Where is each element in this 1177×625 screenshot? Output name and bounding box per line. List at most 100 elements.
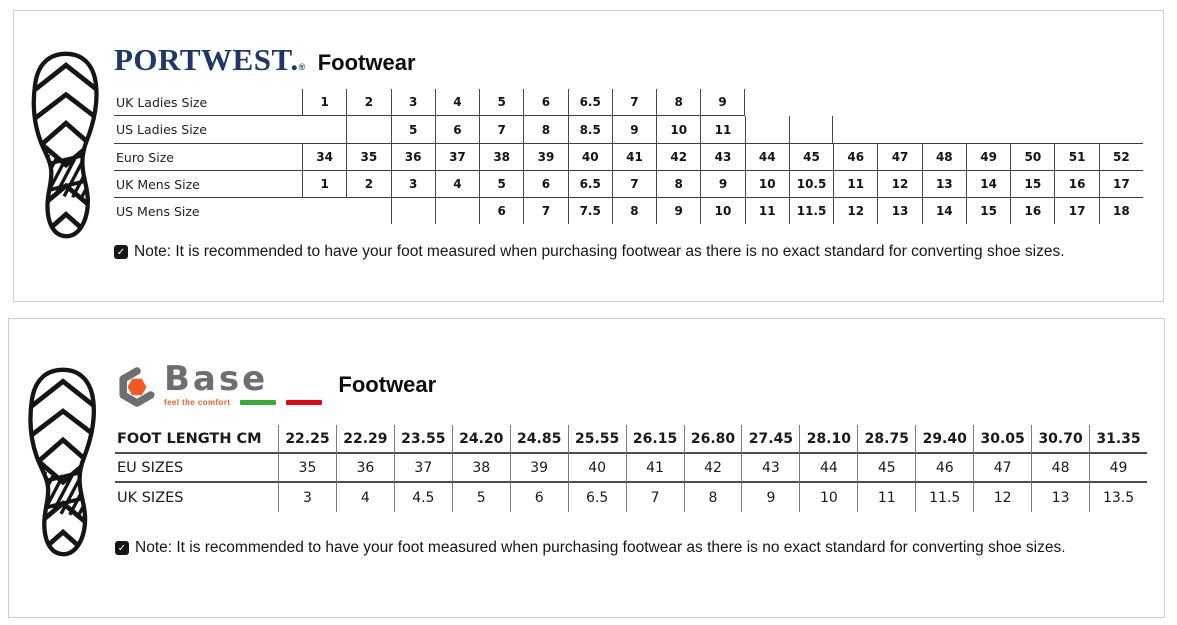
note-text: Note: It is recommended to have your foo… bbox=[135, 539, 1066, 556]
size-cell: 36 bbox=[335, 454, 394, 483]
hex-nut-icon bbox=[119, 367, 155, 407]
size-cell: 17 bbox=[1098, 170, 1143, 197]
boot-print-icon bbox=[24, 366, 102, 558]
size-cell: 23.55 bbox=[393, 425, 452, 454]
size-cell: 36 bbox=[390, 143, 435, 170]
italy-flag-red-bar bbox=[286, 400, 323, 405]
base-header: Base feel the comfort Footwear bbox=[115, 359, 437, 409]
base-wordmark: Base bbox=[164, 359, 269, 400]
size-cell: 51 bbox=[1054, 143, 1099, 170]
size-cell: 34 bbox=[302, 143, 347, 170]
row-label: UK Ladies Size bbox=[114, 89, 302, 116]
size-cell: 45 bbox=[788, 143, 834, 170]
portwest-logo: PORTWEST.® bbox=[114, 44, 306, 75]
size-cell: 7 bbox=[611, 89, 657, 116]
size-cell: 2 bbox=[346, 89, 391, 116]
row-label: FOOT LENGTH CM bbox=[115, 425, 278, 454]
base-product-title: Footwear bbox=[338, 372, 437, 397]
size-cell: 11.5 bbox=[788, 197, 834, 224]
size-cell: 7.5 bbox=[567, 197, 612, 224]
size-cell: 7 bbox=[523, 197, 568, 224]
size-cell: 27.45 bbox=[741, 425, 800, 454]
size-cell: 41 bbox=[611, 143, 657, 170]
size-cell: 5 bbox=[479, 89, 524, 116]
size-cell: 7 bbox=[479, 116, 523, 143]
row-label: EU SIZES bbox=[115, 454, 278, 483]
size-cell: 7 bbox=[625, 483, 684, 512]
size-cell: 12 bbox=[973, 483, 1031, 512]
size-cell: 13 bbox=[877, 197, 922, 224]
size-cell: 5 bbox=[479, 170, 524, 197]
note-text: Note: It is recommended to have your foo… bbox=[134, 243, 1065, 260]
size-cell: 16 bbox=[1010, 197, 1055, 224]
portwest-header: PORTWEST.® Footwear bbox=[114, 44, 416, 75]
size-cell: 35 bbox=[346, 143, 391, 170]
row-label: UK Mens Size bbox=[114, 170, 302, 197]
size-cell: 37 bbox=[393, 454, 452, 483]
size-cell: 4 bbox=[434, 89, 480, 116]
size-cell: 26.15 bbox=[625, 425, 684, 454]
size-cell: 8 bbox=[656, 89, 701, 116]
row-label: UK SIZES bbox=[117, 489, 184, 506]
size-cell: 18 bbox=[1098, 197, 1143, 224]
size-cell: 14 bbox=[921, 197, 966, 224]
size-cell: 9 bbox=[741, 483, 799, 512]
size-cell: 45 bbox=[857, 454, 916, 483]
size-cell: 16 bbox=[1054, 170, 1099, 197]
size-cell: 10 bbox=[799, 483, 857, 512]
row-label: Euro Size bbox=[114, 143, 302, 170]
size-cell: 35 bbox=[278, 454, 336, 483]
size-cell: 6 bbox=[523, 89, 568, 116]
size-cell: 25.55 bbox=[567, 425, 626, 454]
size-cell bbox=[390, 197, 435, 224]
size-cell: 8 bbox=[523, 116, 567, 143]
size-cell: 6.5 bbox=[567, 170, 612, 197]
size-cell: 6 bbox=[509, 483, 568, 512]
row-label: US Mens Size bbox=[114, 197, 302, 224]
size-cell: 7 bbox=[611, 170, 657, 197]
size-cell: 10.5 bbox=[788, 170, 834, 197]
size-cell: 37 bbox=[434, 143, 480, 170]
size-cell: 43 bbox=[741, 454, 800, 483]
portwest-wordmark: PORTWEST. bbox=[114, 42, 299, 77]
base-note: ✓ Note: It is recommended to have your f… bbox=[115, 539, 1066, 557]
size-cell bbox=[302, 116, 346, 143]
size-cell: 38 bbox=[479, 143, 524, 170]
size-cell: 12 bbox=[877, 170, 922, 197]
size-cell: 43 bbox=[700, 143, 745, 170]
size-cell: 9 bbox=[656, 197, 701, 224]
size-cell: 22.29 bbox=[335, 425, 394, 454]
size-cell: 5 bbox=[390, 116, 435, 143]
size-cell: 12 bbox=[833, 197, 878, 224]
size-cell: 11 bbox=[744, 197, 789, 224]
base-size-table: FOOT LENGTH CM 22.25 22.29 23.55 24.20 24.85 2… bbox=[115, 425, 1147, 512]
size-cell: 22.25 bbox=[278, 425, 336, 454]
size-cell: 49 bbox=[1089, 454, 1147, 483]
size-cell: 4.5 bbox=[393, 483, 452, 512]
size-cell: 30.05 bbox=[973, 425, 1032, 454]
size-cell: 9 bbox=[700, 170, 745, 197]
size-cell: 11 bbox=[700, 116, 744, 143]
size-cell: 39 bbox=[509, 454, 568, 483]
size-cell: 41 bbox=[625, 454, 684, 483]
portwest-product-title: Footwear bbox=[317, 50, 416, 75]
size-cell: 30.70 bbox=[1031, 425, 1090, 454]
size-cell: 6.5 bbox=[567, 89, 612, 116]
size-cell: 40 bbox=[567, 143, 612, 170]
size-cell bbox=[302, 197, 347, 224]
size-cell: 13 bbox=[1031, 483, 1089, 512]
size-cell: 46 bbox=[915, 454, 974, 483]
size-cell bbox=[744, 116, 789, 143]
size-cell: 42 bbox=[683, 454, 742, 483]
size-cell: 6 bbox=[479, 197, 524, 224]
size-cell: 9 bbox=[611, 116, 656, 143]
portwest-size-chart-panel: PORTWEST.® Footwear UK Ladies Size 1 2 3 4 5 6… bbox=[13, 10, 1164, 302]
size-cell: 11 bbox=[857, 483, 915, 512]
size-cell: 40 bbox=[567, 454, 626, 483]
size-cell: 6.5 bbox=[567, 483, 626, 512]
size-cell: 4 bbox=[335, 483, 394, 512]
portwest-note: ✓ Note: It is recommended to have your f… bbox=[114, 243, 1065, 261]
size-cell: 11.5 bbox=[915, 483, 973, 512]
size-cell: 10 bbox=[744, 170, 789, 197]
size-cell: 31.35 bbox=[1089, 425, 1147, 454]
